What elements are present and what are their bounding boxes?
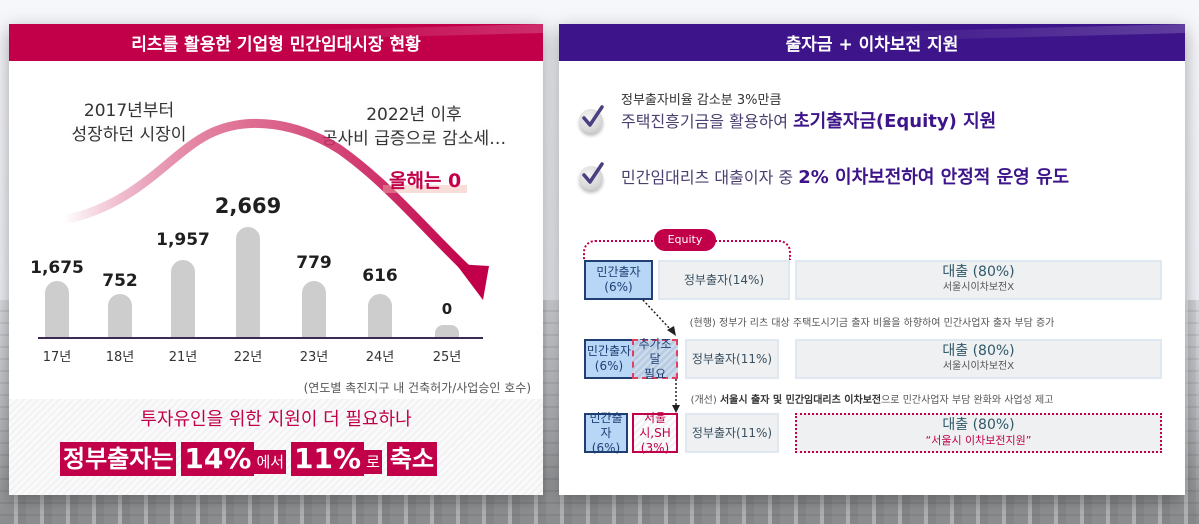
x-label-17: 17년 xyxy=(42,350,72,365)
support-point-2: 민간임대리츠 대출이자 중 2% 이차보전하여 안정적 운영 유도 xyxy=(579,162,1069,190)
decline-note: 2022년 이후 공사비 급증으로 감소세… xyxy=(294,103,534,151)
bar-value-24: 616 xyxy=(362,266,398,286)
private-percent: (6%) xyxy=(591,440,621,455)
row2-private-investment: 민간출자 (6%) xyxy=(584,339,632,379)
equity-label: Equity xyxy=(654,229,716,251)
row2-gov-investment: 정부출자(11%) xyxy=(685,339,779,379)
point1-line2-plain: 주택진흥기금을 활용하여 xyxy=(621,112,794,131)
private-label: 민간출자 xyxy=(586,344,632,358)
caption-improved: (개선) 서울시 출자 및 민간임대리츠 이차보전으로 민간사업자 부담 완화와… xyxy=(559,391,1185,406)
x-label-21: 21년 xyxy=(168,350,198,365)
point1-line2-bold: 초기출자금(Equity) 지원 xyxy=(793,111,997,132)
row2-extra-funding: 추가조달 필요 xyxy=(632,336,678,381)
extra-label2: 필요 xyxy=(643,366,667,381)
bar-value-22: 2,669 xyxy=(214,194,282,218)
private-percent: (6%) xyxy=(594,359,624,373)
bar-24 xyxy=(368,294,392,337)
private-percent: (6%) xyxy=(604,280,633,294)
caption-bold: 서울시 출자 및 민간임대리츠 이차보전 xyxy=(719,395,882,406)
bar-18 xyxy=(108,294,132,337)
market-status-panel: 리츠를 활용한 기업형 민간임대시장 현황 2017년부터 성장하던 시장이 2… xyxy=(9,24,543,495)
growth-note-line1: 2017년부터 xyxy=(83,101,175,121)
point2-plain: 민간임대리츠 대출이자 중 xyxy=(621,168,799,187)
conclusion-line1: 투자유인을 위한 지원이 더 필요하나 xyxy=(140,409,412,430)
seoul-label: 서울시,SH xyxy=(639,410,671,440)
caption-current: (현행) 정부가 리츠 대상 주택도시기금 출자 비율을 하향하여 민간사업자 … xyxy=(689,318,1055,329)
chip-reduction: 축소 xyxy=(386,442,438,476)
seoul-percent: (3%) xyxy=(640,440,670,455)
extra-label1: 추가조달 xyxy=(638,336,672,366)
point2-bold: 2% 이차보전하여 안정적 운영 유도 xyxy=(798,167,1070,188)
bar-value-17: 1,675 xyxy=(30,258,84,278)
checkmark-icon xyxy=(579,162,604,190)
loan-sub: 서울시이차보전X xyxy=(942,282,1015,293)
panel-title: 출자금 + 이차보전 지원 xyxy=(559,24,1185,61)
loan-sub: 서울시이차보전X xyxy=(942,361,1015,372)
growth-note-line2: 성장하던 시장이 xyxy=(71,125,187,145)
joiner-from: 에서 xyxy=(254,450,287,474)
support-point-1: 정부출자비율 감소분 3%만큼 주택진흥기금을 활용하여 초기출자금(Equit… xyxy=(579,92,996,134)
bar-value-23: 779 xyxy=(296,253,332,273)
private-label: 민간출자 xyxy=(596,265,641,279)
bar-value-25: 0 xyxy=(441,300,453,318)
decline-note-line1: 2022년 이후 xyxy=(366,105,462,125)
x-axis-line xyxy=(38,337,483,339)
loan-sub: “서울시 이차보전지원” xyxy=(925,434,1032,447)
bar-25 xyxy=(435,325,459,337)
loan-main: 대출 (80%) xyxy=(942,343,1015,359)
support-plan-panel: 출자금 + 이차보전 지원 정부출자비율 감소분 3%만큼 주택진흥기금을 활용… xyxy=(559,24,1185,495)
joiner-to: 로 xyxy=(364,450,382,474)
checkmark-icon xyxy=(579,105,604,133)
row2-loan: 대출 (80%) 서울시이차보전X xyxy=(795,339,1162,379)
growth-note: 2017년부터 성장하던 시장이 xyxy=(39,99,219,147)
loan-main: 대출 (80%) xyxy=(942,264,1015,280)
row1-loan: 대출 (80%) 서울시이차보전X xyxy=(795,260,1162,300)
chip-14-percent: 14% xyxy=(181,442,255,476)
row3-private-investment: 민간출자 (6%) xyxy=(584,410,628,455)
x-label-23: 23년 xyxy=(299,350,329,365)
decline-note-line2: 공사비 급증으로 감소세… xyxy=(321,129,507,149)
point1-line1: 정부출자비율 감소분 3%만큼 xyxy=(621,93,782,108)
highlight-zero-label: 올해는 0 xyxy=(383,166,468,193)
x-label-18: 18년 xyxy=(105,350,135,365)
bar-22 xyxy=(236,227,260,337)
caption-rest: 으로 민간사업자 부담 완화와 사업성 제고 xyxy=(881,395,1054,406)
private-label: 민간출자 xyxy=(589,410,623,440)
chip-gov-investment: 정부출자는 xyxy=(60,442,177,476)
row1-gov-investment: 정부출자(14%) xyxy=(658,260,790,300)
bar-21 xyxy=(171,260,195,337)
row3-gov-investment: 정부출자(11%) xyxy=(685,413,779,453)
chip-11-percent: 11% xyxy=(291,442,365,476)
bar-value-21: 1,957 xyxy=(156,230,210,250)
point1-line2: 주택진흥기금을 활용하여 초기출자금(Equity) 지원 xyxy=(621,110,996,134)
loan-main: 대출 (80%) xyxy=(942,417,1015,433)
x-label-22: 22년 xyxy=(233,350,263,365)
row3-seoul-sh-investment: 서울시,SH (3%) xyxy=(632,410,678,455)
x-label-24: 24년 xyxy=(365,350,395,365)
bar-17 xyxy=(45,281,69,337)
panel-title: 리츠를 활용한 기업형 민간임대시장 현황 xyxy=(9,24,543,61)
row1-private-investment: 민간출자 (6%) xyxy=(584,260,653,300)
chart-source-note: (연도별 촉진지구 내 건축허가/사업승인 호수) xyxy=(303,381,531,395)
bar-value-18: 752 xyxy=(102,271,138,291)
row3-loan: 대출 (80%) “서울시 이차보전지원” xyxy=(795,413,1162,453)
caption-prefix: (개선) xyxy=(690,395,720,406)
x-label-25: 25년 xyxy=(432,350,462,365)
bar-23 xyxy=(302,281,326,337)
point2-line1: 민간임대리츠 대출이자 중 2% 이차보전하여 안정적 운영 유도 xyxy=(621,166,1069,190)
conclusion-line2: 정부출자는 14% 에서 11% 로 축소 xyxy=(60,442,442,476)
